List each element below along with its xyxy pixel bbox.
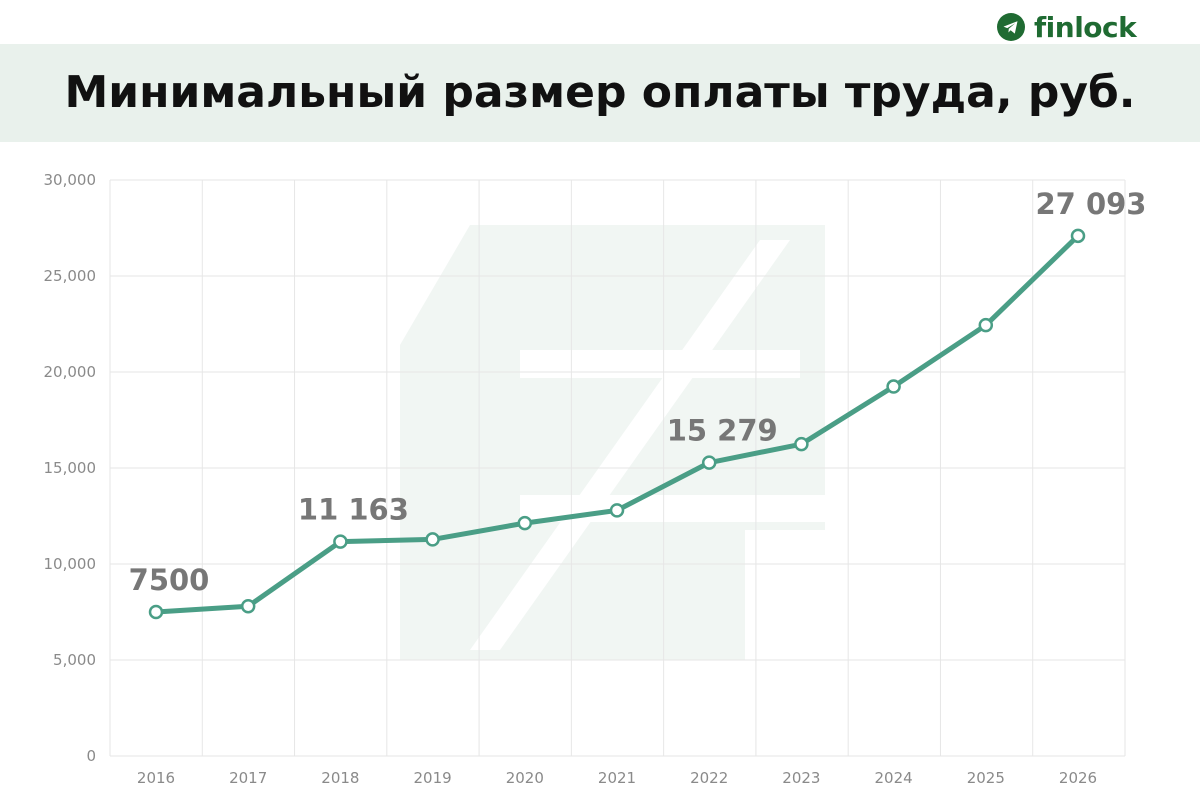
data-label: 11 163 bbox=[298, 493, 409, 527]
data-point bbox=[978, 317, 994, 333]
x-tick-label: 2018 bbox=[321, 769, 359, 787]
chart-title: Минимальный размер оплаты труда, руб. bbox=[64, 67, 1136, 118]
x-tick-label: 2016 bbox=[137, 769, 175, 787]
y-tick-label: 0 bbox=[86, 747, 96, 765]
data-label: 7500 bbox=[129, 563, 210, 597]
data-point bbox=[1070, 228, 1086, 244]
x-tick-label: 2022 bbox=[690, 769, 728, 787]
y-tick-label: 15,000 bbox=[44, 459, 97, 477]
y-tick-label: 20,000 bbox=[44, 363, 97, 381]
y-axis-ticks: 0 5,000 10,000 15,000 20,000 25,000 30,000 bbox=[44, 171, 97, 765]
x-tick-label: 2024 bbox=[875, 769, 913, 787]
watermark-cutout bbox=[470, 240, 830, 650]
x-tick-label: 2017 bbox=[229, 769, 267, 787]
x-tick-label: 2020 bbox=[506, 769, 544, 787]
data-label: 27 093 bbox=[1036, 187, 1147, 221]
brand-logo: finlock bbox=[996, 10, 1137, 44]
ruble-sign-watermark bbox=[400, 225, 830, 660]
data-point bbox=[333, 534, 348, 549]
data-point bbox=[609, 503, 625, 518]
x-axis-ticks: 2016 2017 2018 2019 2020 2021 2022 2023 2024 2025… bbox=[137, 769, 1097, 787]
data-point bbox=[701, 455, 717, 470]
line-chart: 0 5,000 10,000 15,000 20,000 25,000 30,000 201… bbox=[44, 171, 1147, 787]
y-tick-label: 5,000 bbox=[53, 651, 96, 669]
x-tick-label: 2026 bbox=[1059, 769, 1097, 787]
x-tick-label: 2025 bbox=[967, 769, 1005, 787]
brand-name: finlock bbox=[1034, 10, 1137, 44]
y-tick-label: 25,000 bbox=[44, 267, 97, 285]
data-label: 15 279 bbox=[667, 414, 778, 448]
data-point bbox=[886, 379, 901, 394]
y-tick-label: 10,000 bbox=[44, 555, 97, 573]
telegram-icon bbox=[997, 13, 1025, 41]
x-tick-label: 2019 bbox=[414, 769, 452, 787]
data-point bbox=[517, 515, 533, 531]
chart-grid bbox=[109, 179, 1126, 757]
data-point bbox=[425, 532, 440, 547]
x-tick-label: 2023 bbox=[782, 769, 820, 787]
x-tick-label: 2021 bbox=[598, 769, 636, 787]
y-tick-label: 30,000 bbox=[44, 171, 97, 189]
data-point bbox=[794, 436, 809, 452]
chart-points bbox=[148, 228, 1086, 620]
data-point bbox=[240, 598, 256, 614]
data-point bbox=[148, 604, 164, 620]
title-band bbox=[0, 44, 1200, 142]
chart-annotations: 7500 11 163 15 279 27 093 bbox=[129, 187, 1147, 597]
